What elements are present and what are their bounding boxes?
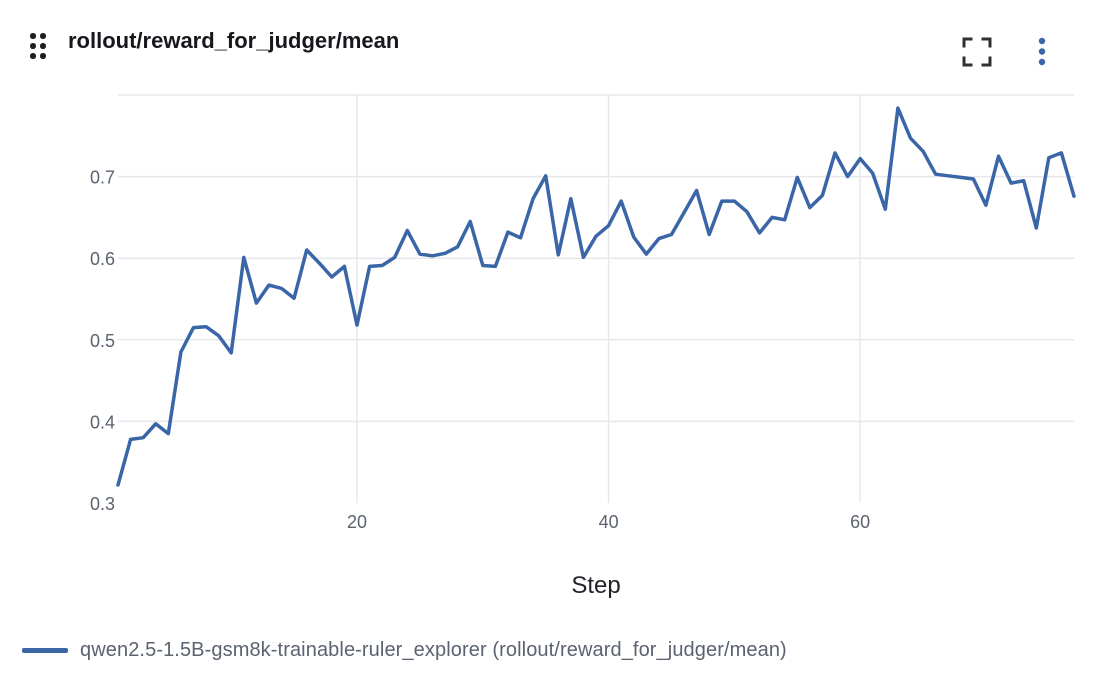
series-line-0 (116, 106, 1076, 487)
x-axis-title: Step (571, 572, 620, 599)
panel-title: rollout/reward_for_judger/mean (68, 28, 400, 53)
fullscreen-icon[interactable] (961, 36, 993, 68)
y-tick-label: 0.6 (90, 249, 115, 269)
legend-swatch (22, 647, 68, 653)
x-tick-label: 60 (850, 512, 870, 532)
x-tick-label: 20 (347, 512, 367, 532)
drag-handle-icon[interactable] (28, 31, 50, 61)
y-tick-label: 0.7 (90, 168, 115, 188)
x-tick-label: 40 (599, 512, 619, 532)
grid (118, 94, 1074, 503)
y-tick-label: 0.4 (90, 412, 115, 432)
y-tick-label: 0.3 (90, 494, 115, 514)
more-vertical-icon[interactable] (1032, 36, 1052, 68)
legend-label: qwen2.5-1.5B-gsm8k-trainable-ruler_explo… (80, 638, 787, 661)
y-tick-label: 0.5 (90, 331, 115, 351)
series-lines (116, 106, 1076, 487)
legend-item[interactable]: qwen2.5-1.5B-gsm8k-trainable-ruler_explo… (22, 636, 787, 664)
line-chart[interactable]: 0.3 0.4 0.5 0.6 0.7 20 40 60 Step (0, 0, 1096, 620)
tick-labels: 0.3 0.4 0.5 0.6 0.7 20 40 60 (90, 168, 870, 532)
